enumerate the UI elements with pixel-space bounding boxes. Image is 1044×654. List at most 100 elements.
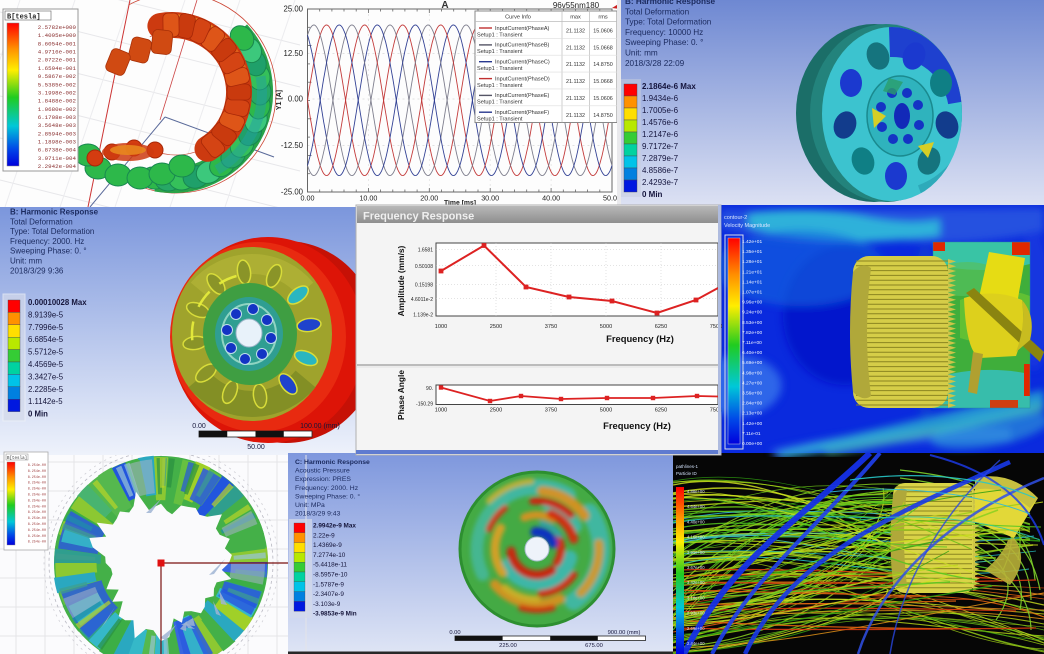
svg-text:6.40e+00: 6.40e+00 — [742, 350, 762, 356]
svg-text:8.254e-00: 8.254e-00 — [28, 499, 46, 503]
svg-text:5.69e+00: 5.69e+00 — [742, 360, 762, 366]
svg-text:21.1132: 21.1132 — [566, 62, 585, 68]
svg-text:1.35e+01: 1.35e+01 — [742, 249, 762, 255]
svg-text:Particle ID: Particle ID — [676, 471, 698, 476]
svg-text:1.6594e-001: 1.6594e-001 — [38, 65, 77, 72]
svg-text:1.8488e-002: 1.8488e-002 — [38, 98, 77, 105]
svg-text:Time [ms]: Time [ms] — [444, 200, 476, 207]
svg-text:14.8750: 14.8750 — [593, 113, 613, 119]
svg-text:3.3427e-5: 3.3427e-5 — [28, 372, 64, 381]
svg-text:96v55nm180: 96v55nm180 — [553, 1, 600, 10]
svg-text:15.0606: 15.0606 — [593, 96, 613, 102]
svg-text:1.1898e-003: 1.1898e-003 — [38, 139, 77, 146]
svg-text:6.8738e-004: 6.8738e-004 — [38, 147, 77, 154]
svg-text:8.9139e-5: 8.9139e-5 — [28, 310, 64, 319]
svg-text:0.00e+00: 0.00e+00 — [742, 441, 762, 447]
svg-text:contour-2: contour-2 — [724, 215, 747, 221]
svg-text:2.2285e-5: 2.2285e-5 — [28, 385, 64, 394]
svg-text:9.5867e-002: 9.5867e-002 — [38, 73, 77, 80]
svg-text:0.00010028 Max: 0.00010028 Max — [28, 298, 87, 307]
svg-text:9.96e+00: 9.96e+00 — [742, 300, 762, 306]
svg-text:3.56e+00: 3.56e+00 — [742, 391, 762, 397]
svg-text:2.22e-9: 2.22e-9 — [313, 532, 335, 539]
svg-text:7.82e+00: 7.82e+00 — [742, 330, 762, 336]
svg-text:9.24e+00: 9.24e+00 — [742, 310, 762, 316]
svg-text:7500: 7500 — [710, 408, 722, 414]
svg-text:-3.103e-9: -3.103e-9 — [313, 601, 341, 608]
svg-text:Total Deformation: Total Deformation — [10, 217, 73, 226]
svg-text:0.00: 0.00 — [192, 423, 206, 430]
svg-text:2.8594e-003: 2.8594e-003 — [38, 130, 77, 137]
svg-text:-2.3407e-9: -2.3407e-9 — [313, 591, 344, 598]
svg-text:-5.4418e-11: -5.4418e-11 — [313, 562, 347, 569]
svg-text:7.7996e-5: 7.7996e-5 — [28, 323, 64, 332]
svg-text:2.5782e+000: 2.5782e+000 — [38, 24, 77, 31]
svg-text:B: Harmonic Response: B: Harmonic Response — [625, 0, 716, 6]
svg-text:Setup1 : Transient: Setup1 : Transient — [477, 100, 523, 106]
svg-text:Unit: mm: Unit: mm — [625, 49, 658, 58]
svg-text:4.88e+00: 4.88e+00 — [687, 489, 705, 494]
svg-text:2.2942e-004: 2.2942e-004 — [38, 163, 77, 170]
svg-text:Frequency: 2000. Hz: Frequency: 2000. Hz — [10, 237, 84, 246]
svg-text:90.: 90. — [426, 386, 433, 392]
svg-text:6250: 6250 — [655, 324, 667, 330]
svg-text:Unit: mm: Unit: mm — [10, 257, 42, 266]
svg-text:8.254e-00: 8.254e-00 — [28, 505, 46, 509]
svg-text:C: Harmonic Response: C: Harmonic Response — [295, 459, 370, 466]
svg-text:Frequency Response: Frequency Response — [363, 211, 474, 223]
svg-text:21.1132: 21.1132 — [566, 45, 585, 51]
svg-text:Phase Angle: Phase Angle — [396, 370, 406, 420]
svg-text:3750: 3750 — [545, 408, 557, 414]
svg-text:6250: 6250 — [655, 408, 667, 414]
svg-text:Sweeping Phase: 0. °: Sweeping Phase: 0. ° — [625, 38, 703, 47]
svg-text:8.254e-00: 8.254e-00 — [28, 541, 46, 545]
svg-text:8.6054e-001: 8.6054e-001 — [38, 40, 77, 47]
svg-text:0 Min: 0 Min — [642, 190, 663, 199]
svg-text:10.00: 10.00 — [359, 194, 377, 203]
svg-text:1.9434e-6: 1.9434e-6 — [642, 94, 679, 103]
svg-text:2018/3/29 9:36: 2018/3/29 9:36 — [10, 266, 64, 275]
svg-text:4.40e+00: 4.40e+00 — [687, 519, 705, 524]
svg-text:4.27e+00: 4.27e+00 — [742, 380, 762, 386]
svg-text:1.4095e+000: 1.4095e+000 — [38, 32, 77, 39]
svg-text:Amplitude (mm/s): Amplitude (mm/s) — [396, 245, 406, 316]
svg-text:5.5385e-002: 5.5385e-002 — [38, 81, 77, 88]
svg-text:Setup1 : Transient: Setup1 : Transient — [477, 66, 523, 72]
svg-text:Expression: PRES: Expression: PRES — [295, 476, 351, 483]
svg-text:-150.29: -150.29 — [416, 402, 433, 408]
svg-text:8.254e-00: 8.254e-00 — [28, 464, 46, 468]
svg-text:5000: 5000 — [600, 408, 612, 414]
svg-text:2500: 2500 — [490, 408, 502, 414]
svg-text:2500: 2500 — [490, 324, 502, 330]
svg-text:21.1132: 21.1132 — [566, 96, 585, 102]
svg-text:Setup1 : Transient: Setup1 : Transient — [477, 32, 523, 38]
svg-text:1000: 1000 — [435, 324, 447, 330]
svg-text:Unit: MPa: Unit: MPa — [295, 502, 325, 509]
svg-text:15.0668: 15.0668 — [593, 79, 613, 85]
svg-text:InputCurrent(PhaseE): InputCurrent(PhaseE) — [495, 93, 550, 99]
svg-text:1.2147e-6: 1.2147e-6 — [642, 130, 679, 139]
svg-text:2.44e+00: 2.44e+00 — [687, 641, 705, 646]
svg-text:Velocity Magnitude: Velocity Magnitude — [724, 223, 770, 229]
svg-text:rms: rms — [598, 15, 608, 21]
svg-text:15.0606: 15.0606 — [593, 29, 613, 35]
svg-text:1.6581: 1.6581 — [418, 248, 434, 254]
svg-text:1.42e+00: 1.42e+00 — [742, 421, 762, 427]
svg-text:InputCurrent(PhaseA): InputCurrent(PhaseA) — [495, 26, 550, 32]
svg-text:Frequency (Hz): Frequency (Hz) — [603, 420, 671, 431]
svg-text:B[tesla]: B[tesla] — [7, 456, 27, 461]
svg-text:4.8586e-7: 4.8586e-7 — [642, 166, 679, 175]
svg-text:Setup1 : Transient: Setup1 : Transient — [477, 83, 523, 89]
svg-text:1.42e+01: 1.42e+01 — [742, 239, 762, 245]
svg-text:2.93e+00: 2.93e+00 — [687, 611, 705, 616]
svg-text:900.00 (mm): 900.00 (mm) — [608, 630, 641, 636]
svg-text:5.5712e-5: 5.5712e-5 — [28, 348, 64, 357]
svg-text:3.91e+00: 3.91e+00 — [687, 550, 705, 555]
svg-text:0.15198: 0.15198 — [415, 283, 433, 289]
svg-text:3.67e+00: 3.67e+00 — [687, 565, 705, 570]
svg-text:8.254e-00: 8.254e-00 — [28, 482, 46, 486]
svg-text:2.4293e-7: 2.4293e-7 — [642, 178, 679, 187]
svg-text:14.8750: 14.8750 — [593, 62, 613, 68]
svg-text:8.254e-00: 8.254e-00 — [28, 470, 46, 474]
svg-text:8.53e+00: 8.53e+00 — [742, 320, 762, 326]
